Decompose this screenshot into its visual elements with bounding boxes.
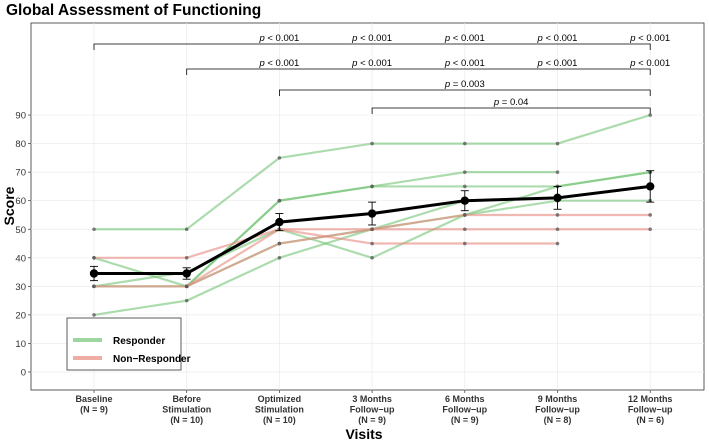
data-point-responder [92, 313, 96, 317]
data-point-responder [370, 255, 374, 260]
data-point-non-responder [92, 284, 96, 289]
mean-point [182, 269, 191, 278]
x-tick-label: (N = 8) [544, 415, 572, 425]
p-value-label: p = 0.04 [493, 97, 529, 108]
p-value-label: p < 0.001 [629, 33, 670, 44]
mean-point [460, 196, 469, 205]
p-value-label: p < 0.001 [351, 33, 392, 44]
y-tick-label: 30 [15, 282, 26, 293]
x-tick-label: Follow−up [628, 405, 673, 415]
x-tick-label: Baseline [75, 394, 112, 404]
p-value-label: p < 0.001 [258, 58, 299, 69]
data-point-non-responder [648, 227, 652, 232]
y-tick-label: 20 [15, 310, 26, 321]
p-value-label: p < 0.001 [537, 58, 578, 69]
y-tick-label: 40 [15, 253, 26, 264]
x-tick-label: Stimulation [162, 405, 211, 415]
legend-label-non-responder: Non−Responder [113, 354, 191, 365]
mean-point [646, 182, 655, 191]
data-point-responder [463, 170, 467, 174]
data-point-responder [463, 184, 467, 189]
data-point-non-responder [463, 241, 467, 246]
chart-title: Global Assessment of Functioning [6, 2, 262, 19]
data-point-non-responder [463, 227, 467, 232]
p-value-label: p < 0.001 [444, 33, 485, 44]
mean-point [89, 269, 99, 278]
mean-point [275, 217, 284, 227]
x-tick-label: Before [172, 394, 201, 404]
significance-bracket [371, 107, 651, 114]
y-tick-label: 50 [15, 225, 26, 236]
series-line-non-responder [186, 213, 651, 288]
x-tick-label: 3 Months [352, 394, 392, 404]
y-tick-label: 90 [15, 111, 26, 122]
data-point-non-responder [184, 255, 189, 260]
p-value-label: p < 0.001 [629, 58, 670, 69]
x-tick-label: (N = 10) [170, 415, 203, 425]
data-point-non-responder [370, 227, 374, 232]
data-point-non-responder [463, 213, 467, 217]
significance-bracket [279, 89, 651, 96]
data-point-non-responder [648, 213, 652, 217]
data-point-responder [555, 141, 560, 146]
data-point-responder [277, 156, 282, 160]
x-axis-label: Visits [345, 426, 382, 442]
x-tick-label: (N = 10) [263, 415, 296, 425]
x-tick-label: (N = 9) [358, 415, 386, 425]
data-point-non-responder [277, 241, 282, 246]
data-point-non-responder [370, 241, 374, 246]
y-tick-label: 10 [15, 339, 26, 350]
legend: Responder Non−Responder [66, 317, 191, 371]
data-point-non-responder [184, 284, 189, 289]
x-tick-label: Follow−up [535, 405, 580, 415]
data-point-responder [463, 141, 467, 146]
p-value-label: p < 0.001 [444, 58, 485, 69]
significance-bracket [93, 43, 651, 50]
data-point-responder [184, 298, 189, 303]
data-point-non-responder [92, 255, 96, 260]
legend-label-responder: Responder [113, 336, 165, 347]
x-tick-label: (N = 6) [636, 415, 664, 425]
data-point-non-responder [555, 241, 560, 246]
significance-bracket [186, 68, 651, 75]
data-point-non-responder [555, 213, 560, 217]
y-tick-label: 80 [15, 139, 26, 150]
x-tick-label: 9 Months [538, 394, 578, 404]
y-tick-label: 70 [15, 168, 26, 179]
mean-point [553, 193, 562, 203]
y-tick-label: 0 [21, 368, 26, 379]
p-value-label: p < 0.001 [351, 58, 392, 69]
y-tick-label: 60 [15, 196, 26, 207]
x-tick-label: Stimulation [255, 405, 304, 415]
data-point-responder [92, 227, 96, 232]
data-point-responder [277, 255, 282, 260]
x-tick-label: (N = 9) [80, 405, 108, 415]
p-value-label: p = 0.003 [444, 79, 485, 90]
p-value-label: p < 0.001 [537, 33, 578, 44]
x-tick-label: Follow−up [442, 405, 487, 415]
x-tick-label: Follow−up [350, 405, 395, 415]
p-value-label: p < 0.001 [258, 33, 299, 44]
y-axis-label: Score [1, 186, 17, 225]
data-point-responder [184, 227, 189, 232]
data-point-responder [555, 170, 560, 174]
data-point-responder [277, 198, 282, 203]
data-point-responder [648, 113, 652, 117]
mean-point [367, 209, 377, 218]
data-point-responder [370, 141, 374, 146]
data-point-non-responder [555, 227, 560, 232]
data-point-responder [370, 184, 374, 189]
x-tick-label: (N = 9) [451, 415, 479, 425]
x-tick-label: 12 Months [628, 394, 673, 404]
x-tick-label: Optimized [258, 394, 302, 404]
x-tick-label: 6 Months [445, 394, 485, 404]
